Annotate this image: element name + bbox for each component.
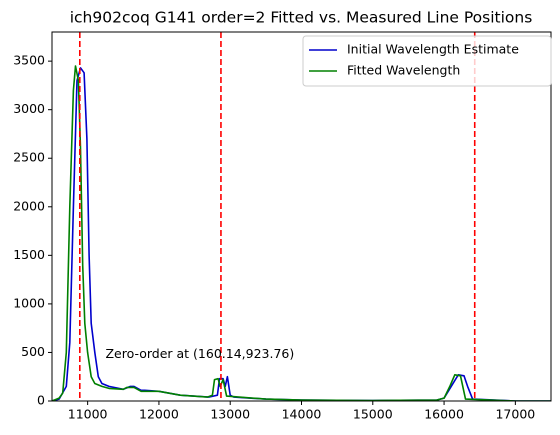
- y-tick-label: 1000: [13, 295, 45, 310]
- legend-label: Fitted Wavelength: [347, 63, 460, 78]
- x-tick-label: 12000: [139, 407, 179, 422]
- x-tick-label: 14000: [282, 407, 322, 422]
- y-tick-label: 3000: [13, 101, 45, 116]
- data-line: [52, 65, 551, 401]
- axes-frame: [51, 31, 552, 402]
- x-tick-label: 11000: [68, 407, 108, 422]
- x-tick-label: 15000: [353, 407, 393, 422]
- legend-label: Initial Wavelength Estimate: [347, 42, 519, 57]
- y-tick-label: 500: [21, 344, 45, 359]
- plot-area: [52, 32, 551, 401]
- y-tick-label: 0: [37, 393, 45, 408]
- x-tick-label: 17000: [495, 407, 535, 422]
- y-tick-label: 2500: [13, 150, 45, 165]
- chart-title: ich902coq G141 order=2 Fitted vs. Measur…: [70, 9, 533, 27]
- y-tick-label: 1500: [13, 247, 45, 262]
- x-tick-label: 13000: [210, 407, 250, 422]
- legend-box: [302, 35, 552, 87]
- annotation: Zero-order at (160.14,923.76): [105, 346, 294, 361]
- y-tick-label: 3500: [13, 53, 45, 68]
- x-tick-label: 16000: [424, 407, 464, 422]
- y-tick-label: 2000: [13, 198, 45, 213]
